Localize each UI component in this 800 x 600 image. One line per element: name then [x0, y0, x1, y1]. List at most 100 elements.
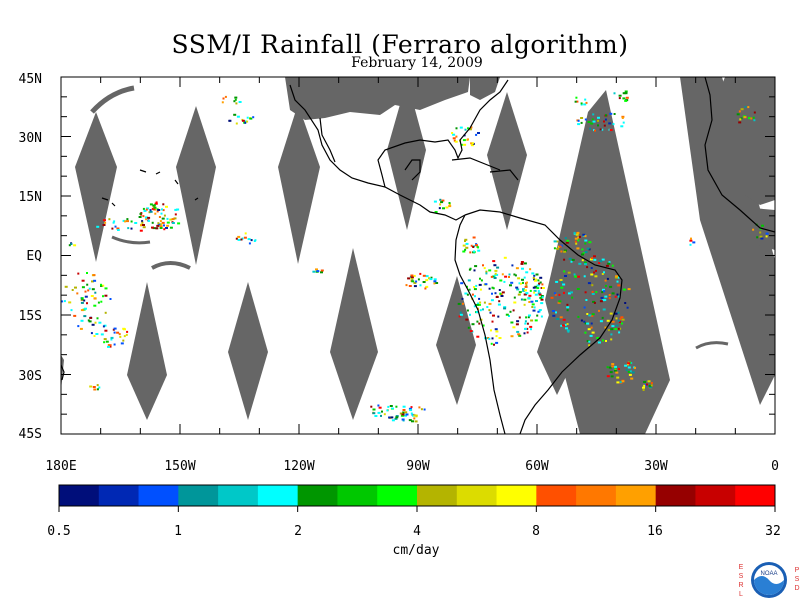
rain-pixel — [475, 133, 478, 136]
axis-ticks — [60, 76, 776, 435]
rain-pixel — [516, 288, 520, 291]
rain-pixel — [577, 236, 579, 239]
rain-pixel — [515, 323, 519, 326]
rain-pixel — [588, 314, 592, 317]
colorbar-tick-label: 8 — [532, 524, 540, 539]
rain-pixel — [419, 272, 422, 275]
rain-pixel — [586, 266, 589, 269]
rain-pixel — [605, 264, 609, 267]
rain-pixel — [71, 289, 74, 291]
rain-pixel — [97, 301, 100, 304]
rain-pixel — [68, 244, 71, 247]
rain-pixel — [470, 126, 473, 129]
rain-pixel — [469, 330, 473, 333]
rain-pixel — [113, 327, 117, 330]
rain-pixel — [111, 227, 114, 230]
rain-pixel — [602, 288, 605, 291]
rain-pixel — [594, 275, 598, 278]
lon-label: 30W — [644, 459, 668, 474]
rain-pixel — [80, 319, 84, 322]
rain-pixel — [590, 267, 593, 269]
rain-pixel — [603, 298, 607, 301]
rain-pixel — [566, 323, 569, 325]
rain-pixel — [583, 275, 586, 278]
rain-pixel — [395, 415, 399, 418]
rain-pixel — [494, 272, 497, 275]
rain-pixel — [235, 237, 238, 240]
rain-pixel — [92, 274, 96, 277]
rain-pixel — [593, 255, 596, 258]
rain-pixel — [163, 214, 166, 217]
rain-pixel — [510, 335, 514, 338]
rain-pixel — [162, 203, 165, 206]
rain-pixel — [234, 98, 237, 101]
rain-pixel — [68, 301, 72, 304]
rain-pixel — [109, 344, 112, 347]
rain-pixel — [166, 221, 170, 224]
rain-pixel — [410, 276, 414, 279]
rain-pixel — [606, 375, 610, 378]
rain-pixel — [575, 96, 578, 99]
rain-pixel — [621, 322, 623, 325]
rain-pixel — [583, 320, 586, 323]
rain-pixel — [501, 273, 504, 276]
swath-gap — [387, 80, 426, 230]
rain-pixel — [173, 217, 177, 220]
rain-pixel — [144, 216, 148, 219]
rain-pixel — [241, 237, 244, 240]
logo-letter: S — [794, 576, 800, 583]
rain-pixel — [221, 101, 224, 104]
lon-label: 0 — [771, 459, 779, 474]
rain-pixel — [419, 284, 422, 287]
rain-pixel — [429, 278, 433, 281]
rain-pixel — [581, 253, 584, 256]
rain-pixel — [480, 279, 483, 282]
colorbar-swatch — [615, 485, 657, 506]
rain-pixel — [471, 293, 474, 296]
rain-pixel — [613, 92, 616, 95]
coast-hispaniola — [489, 169, 519, 181]
rain-pixel — [614, 328, 618, 331]
rain-pixel — [492, 260, 496, 263]
lat-label: 45N — [19, 72, 42, 87]
rain-pixel — [147, 220, 150, 222]
rain-pixel — [496, 266, 500, 269]
rain-pixel — [104, 311, 107, 314]
rain-pixel — [492, 287, 495, 290]
rain-pixel — [759, 231, 762, 234]
rain-pixel — [244, 232, 247, 235]
rain-pixel — [553, 292, 556, 295]
rain-pixel — [145, 208, 148, 211]
rain-pixel — [161, 208, 163, 211]
rain-pixel — [577, 315, 580, 318]
rain-pixel — [599, 300, 603, 303]
rain-pixel — [523, 298, 527, 301]
rain-pixel — [236, 115, 240, 118]
rain-pixel — [95, 333, 99, 335]
rain-pixel — [514, 274, 517, 277]
rain-pixel — [139, 212, 142, 215]
rain-pixel — [606, 277, 609, 280]
rain-pixel — [523, 303, 526, 306]
rain-pixel — [747, 106, 750, 109]
rain-pixel — [391, 407, 394, 410]
rain-pixel — [413, 281, 417, 284]
rain-pixel — [80, 309, 84, 312]
rain-pixel — [614, 312, 618, 315]
rain-pixel — [648, 384, 652, 387]
rain-pixel — [508, 276, 510, 278]
rain-pixel — [87, 289, 90, 292]
colorbar-swatch — [337, 485, 378, 506]
rain-pixel — [116, 331, 120, 334]
rain-pixel — [634, 366, 636, 369]
rain-pixel — [563, 258, 566, 261]
rain-pixel — [465, 246, 469, 249]
rain-pixel — [246, 116, 249, 119]
rain-pixel — [408, 285, 412, 287]
rain-pixel — [608, 261, 611, 264]
rain-pixel — [603, 290, 606, 293]
map-plot-area — [61, 77, 775, 434]
land-gap-north-america — [285, 77, 470, 120]
rain-pixel — [247, 238, 251, 241]
rain-pixel — [475, 303, 479, 306]
